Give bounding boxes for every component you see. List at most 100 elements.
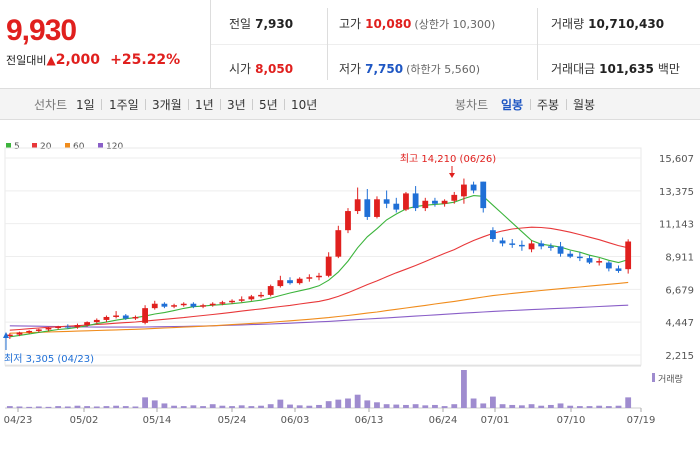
candle-body [190, 303, 197, 307]
volume-bar [200, 406, 206, 408]
volume-bar [113, 405, 120, 408]
candle-body [538, 243, 545, 247]
period-3m[interactable]: 3개월 [152, 98, 182, 112]
candle-weekly[interactable]: 주봉 [537, 98, 560, 112]
candle-body [180, 303, 187, 306]
volume-bar [151, 400, 158, 408]
volume-info: 거래량 10,710,430 [551, 17, 665, 31]
period-5y[interactable]: 5년 [259, 98, 278, 112]
volume-bar [538, 405, 545, 408]
candle-body [209, 303, 216, 306]
x-tick-label: 06/03 [281, 415, 310, 426]
candle-body [103, 316, 110, 320]
prev-close: 전일 7,930 [229, 17, 294, 31]
ma60-line [9, 281, 629, 334]
candle-body [132, 316, 139, 319]
candle-body [229, 300, 235, 303]
x-tick-label: 07/10 [557, 415, 586, 426]
candle-body [296, 278, 303, 284]
volume-bar [103, 406, 110, 408]
period-10y[interactable]: 10년 [291, 98, 318, 112]
volume-bar [403, 404, 409, 408]
y-tick-label: 4,447 [665, 318, 694, 329]
volume-bar [364, 400, 371, 408]
candle-body [171, 305, 177, 307]
volume-bar [64, 406, 71, 408]
candle-body [122, 315, 129, 319]
candle-body [6, 334, 13, 337]
volume-bar [480, 403, 487, 408]
period-1d[interactable]: 1일 [76, 98, 95, 112]
y-tick-label: 13,375 [659, 187, 694, 198]
candle-body [432, 200, 438, 204]
candle-daily[interactable]: 일봉 [501, 98, 524, 112]
legend-label: 60 [73, 142, 85, 152]
volume-bar [509, 404, 516, 408]
volume-bar [383, 404, 390, 408]
candle-body [596, 261, 603, 263]
period-1w[interactable]: 1주일 [109, 98, 139, 112]
open-price: 시가 8,050 [229, 62, 294, 76]
change-label: 전일대비 [6, 54, 47, 67]
legend-swatch [6, 143, 11, 148]
volume-bar [596, 405, 603, 408]
candle-body [364, 199, 371, 217]
volume-bar [171, 405, 177, 408]
line-chart-label: 선차트 [34, 98, 68, 112]
volume-bar [209, 404, 216, 408]
candle-monthly[interactable]: 월봉 [573, 98, 596, 112]
high-arrow-head [449, 173, 455, 178]
volume-bar [296, 405, 303, 408]
volume-bar [345, 398, 351, 408]
candle-body [64, 326, 71, 328]
candle-chart-label: 봉차트 [455, 98, 489, 112]
candle-body [509, 243, 516, 245]
volume-bar [238, 405, 245, 408]
y-tick-label: 15,607 [659, 154, 694, 165]
volume-bar [74, 405, 81, 408]
volume-bar [557, 403, 564, 408]
candle-body [451, 194, 458, 201]
ma20-line [9, 226, 629, 331]
candle-body [528, 243, 535, 250]
volume-bar [16, 406, 23, 408]
candle-body [267, 286, 274, 295]
candle-body [490, 230, 496, 240]
candle-body [625, 241, 632, 270]
candle-body [422, 200, 429, 209]
period-1y[interactable]: 1년 [195, 98, 214, 112]
volume-bar [422, 405, 429, 408]
volume-bar [547, 404, 554, 408]
volume-bar [615, 405, 622, 408]
volume-bar [528, 404, 535, 408]
volume-bar [45, 406, 52, 408]
volume-bar [229, 406, 235, 408]
volume-bar [316, 404, 322, 408]
volume-bar [490, 396, 496, 408]
x-tick-label: 07/19 [627, 415, 656, 426]
period-3y[interactable]: 3년 [227, 98, 246, 112]
low-annotation: 최저 3,305 (04/23) [4, 353, 94, 365]
candle-body [567, 253, 574, 257]
candle-body [200, 305, 206, 307]
volume-bar [518, 405, 525, 408]
candle-body [26, 330, 33, 333]
candle-body [499, 240, 506, 244]
volume-bar [441, 406, 448, 408]
ma5-line [9, 195, 629, 338]
candle-body [93, 319, 100, 323]
candle-body [219, 302, 226, 304]
candle-body [142, 308, 148, 323]
candle-body [325, 256, 332, 276]
y-tick-label: 2,215 [665, 351, 694, 362]
candle-body [557, 246, 564, 254]
legend-label: 5 [14, 142, 20, 152]
volume-bar [55, 406, 62, 408]
candle-body [586, 258, 593, 263]
volume-bar [287, 404, 293, 408]
candle-body [605, 262, 612, 269]
x-tick-label: 07/01 [481, 415, 510, 426]
volume-bar [267, 404, 274, 408]
volume-bar [26, 406, 33, 408]
x-tick-label: 06/13 [355, 415, 384, 426]
